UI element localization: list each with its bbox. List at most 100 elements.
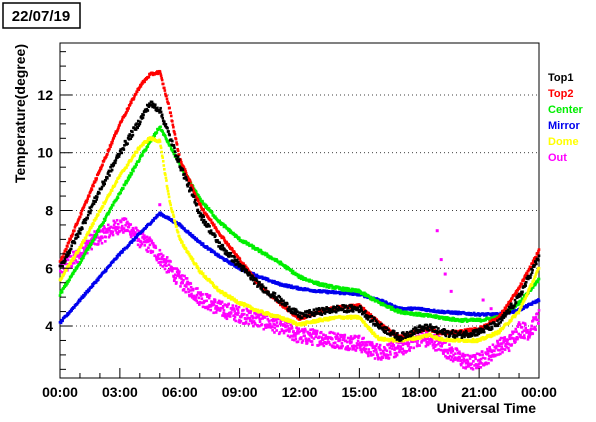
point-out [108, 228, 111, 232]
point-top2 [177, 153, 181, 156]
point-out [199, 294, 203, 297]
point-center [155, 131, 159, 134]
point-top2 [117, 126, 120, 129]
point-top2 [83, 202, 87, 206]
point-out [179, 282, 183, 285]
point-center [92, 238, 95, 242]
point-out [326, 335, 329, 339]
point-out [124, 223, 127, 227]
point-top2 [80, 209, 84, 213]
point-mirror [70, 309, 74, 312]
point-mirror [286, 285, 290, 289]
point-top2 [522, 279, 525, 283]
point-out [524, 329, 528, 332]
point-dome [153, 137, 157, 141]
point-top2 [93, 180, 97, 184]
point-out [504, 344, 507, 348]
point-center [157, 127, 161, 131]
point-out [356, 339, 360, 343]
outlier-out [481, 298, 485, 302]
point-out [112, 219, 116, 223]
point-dome [169, 203, 173, 207]
point-top2 [113, 134, 117, 138]
point-out [94, 242, 97, 246]
point-out [179, 274, 183, 278]
point-out [496, 348, 500, 352]
point-mirror [123, 248, 126, 251]
point-out [280, 329, 284, 333]
point-out [462, 357, 466, 361]
point-out [363, 341, 367, 344]
point-top2 [165, 94, 168, 98]
point-out [352, 344, 355, 348]
point-out [507, 349, 511, 353]
point-dome [212, 283, 216, 287]
point-out [167, 270, 170, 274]
point-out [211, 301, 215, 304]
point-out [451, 359, 455, 363]
point-out [185, 277, 189, 280]
point-out [360, 343, 363, 347]
point-top1 [75, 236, 78, 240]
point-out [401, 347, 404, 351]
point-center [347, 287, 351, 291]
point-dome [100, 206, 104, 210]
point-out [279, 319, 283, 322]
point-out [481, 356, 485, 360]
point-dome [138, 147, 141, 151]
point-center [132, 169, 135, 173]
point-dome [363, 320, 366, 324]
point-dome [110, 189, 114, 192]
point-top2 [85, 199, 89, 202]
point-center [330, 284, 334, 288]
point-out [273, 323, 277, 327]
point-out [157, 257, 161, 261]
point-mirror [467, 311, 471, 315]
point-out [400, 341, 403, 345]
point-mirror [324, 291, 328, 294]
point-out [525, 331, 529, 334]
point-out [534, 316, 538, 319]
point-out [66, 258, 70, 262]
point-out [292, 330, 295, 333]
point-out [193, 295, 196, 298]
point-top1 [92, 199, 95, 203]
point-out [346, 345, 350, 348]
point-mirror [189, 231, 192, 235]
point-center [162, 132, 166, 135]
point-out [407, 342, 411, 345]
point-out [537, 322, 540, 325]
point-dome [204, 275, 208, 278]
point-mirror [213, 251, 217, 255]
point-top2 [137, 88, 141, 92]
point-out [336, 332, 340, 336]
point-out [381, 356, 385, 360]
point-dome [125, 166, 128, 169]
point-top1 [82, 220, 85, 224]
point-dome [231, 296, 234, 299]
point-top2 [105, 155, 108, 158]
point-dome [113, 184, 117, 187]
point-top2 [165, 97, 169, 101]
point-out [148, 243, 152, 247]
point-out [423, 337, 427, 340]
point-out [176, 268, 180, 272]
point-out [445, 350, 448, 353]
point-out [242, 308, 245, 312]
point-center [341, 287, 344, 291]
point-out [521, 330, 524, 334]
point-center [58, 294, 62, 297]
point-out [486, 347, 489, 351]
point-out [422, 339, 425, 342]
point-mirror [156, 215, 159, 218]
point-out [532, 316, 535, 319]
point-out [427, 340, 430, 344]
point-out [249, 319, 253, 323]
point-center [291, 269, 295, 273]
point-dome [182, 244, 186, 247]
point-center [153, 134, 157, 137]
point-out [182, 287, 186, 291]
point-out [308, 339, 311, 342]
point-mirror [59, 321, 63, 325]
point-out [363, 350, 367, 353]
